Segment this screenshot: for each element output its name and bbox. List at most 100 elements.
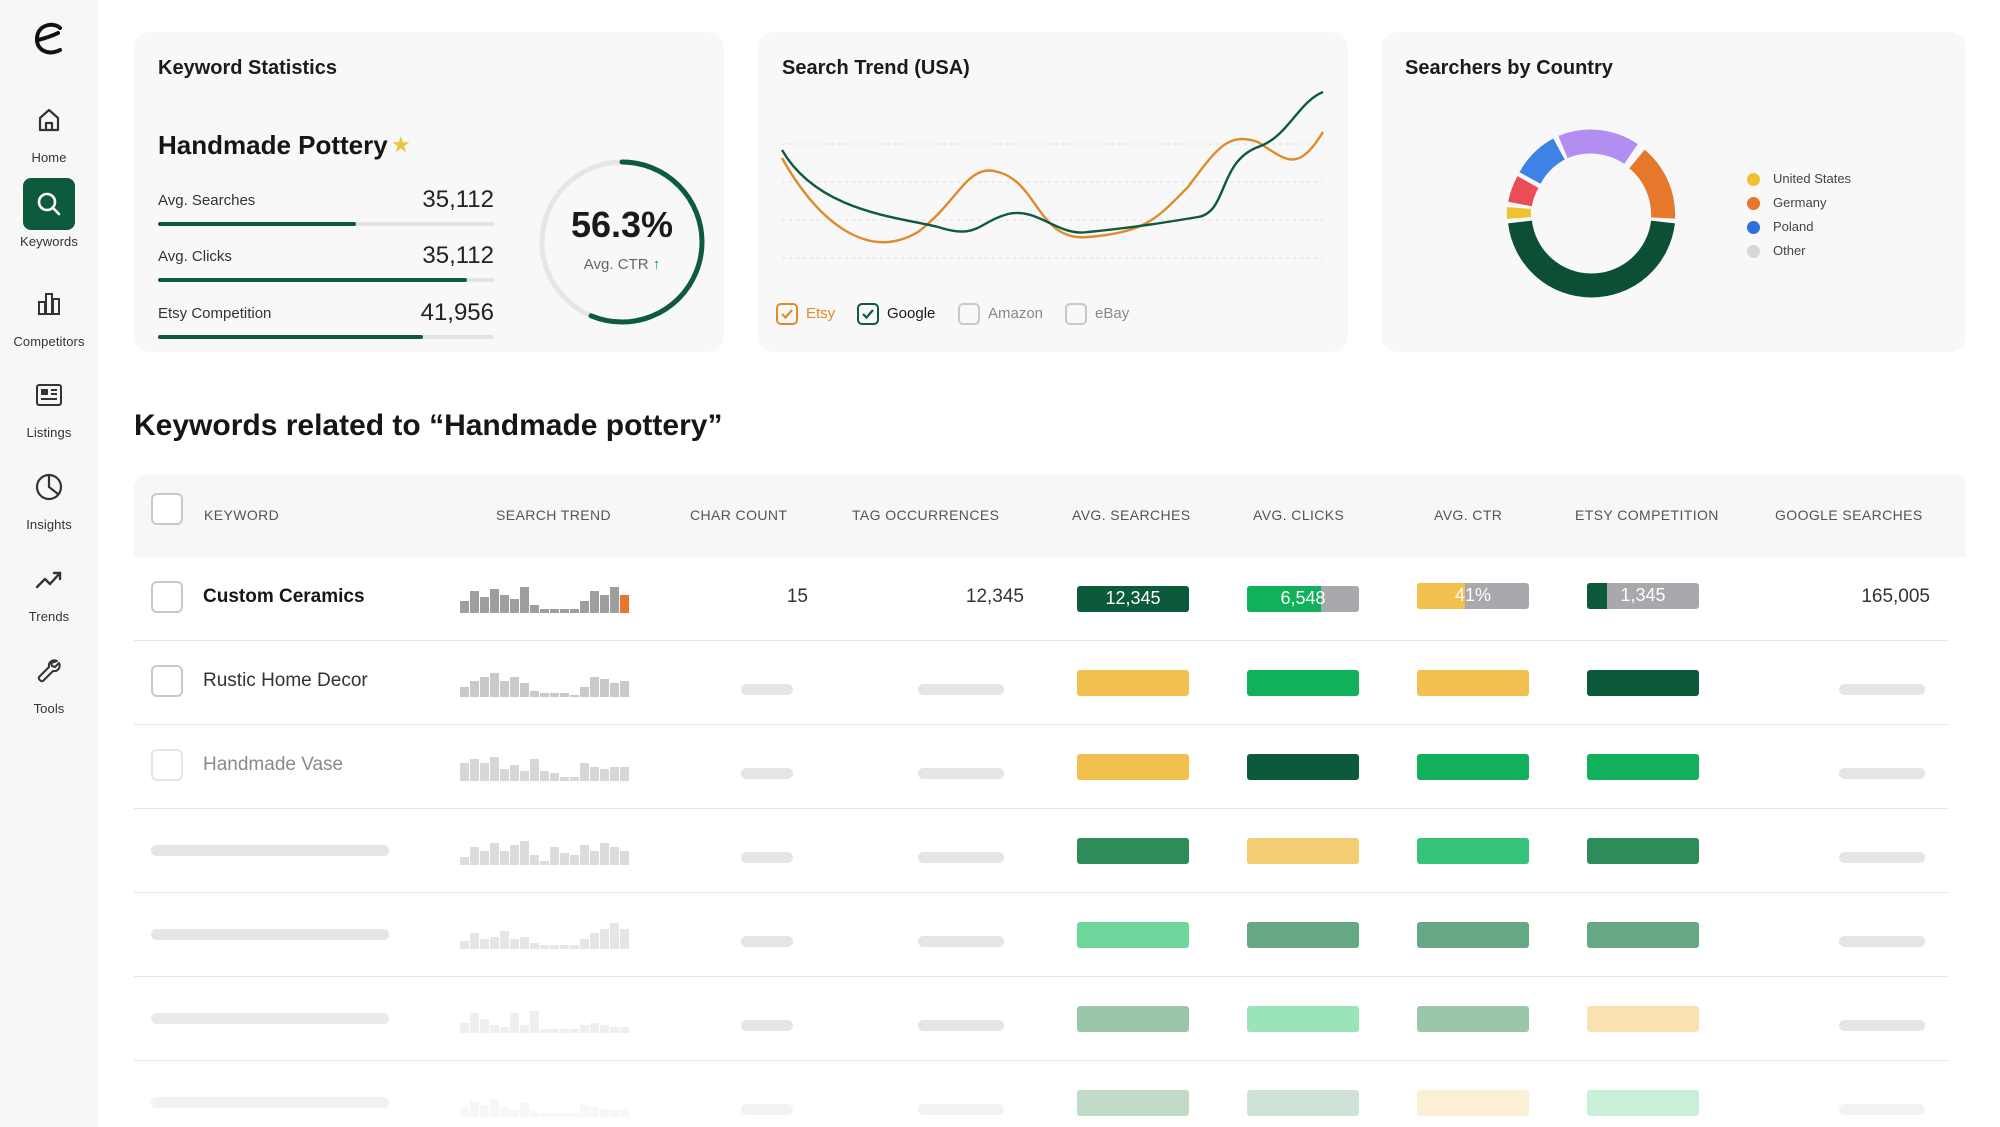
avg-clicks-bar	[1247, 1006, 1359, 1032]
skeleton-placeholder	[918, 684, 1004, 695]
column-header-char-count[interactable]: CHAR COUNT	[690, 507, 788, 523]
nav-label-listings: Listings	[26, 425, 72, 440]
skeleton-placeholder	[918, 936, 1004, 947]
select-all-checkbox[interactable]	[151, 493, 183, 525]
stat-progress-fill	[158, 222, 357, 226]
table-row-placeholder	[134, 809, 1948, 893]
country-label: Poland	[1773, 219, 1814, 234]
avg-clicks-bar	[1247, 670, 1359, 696]
avg-searches-bar	[1077, 670, 1189, 696]
checkbox-amazon[interactable]	[958, 303, 980, 325]
nav-competitors[interactable]: Competitors	[0, 278, 98, 349]
checkbox-etsy[interactable]	[776, 303, 798, 325]
ctr-gauge: 56.3% Avg. CTR ↑	[524, 144, 720, 340]
avg-clicks-bar: 6,548	[1247, 586, 1359, 612]
nav-label-insights: Insights	[26, 517, 72, 532]
table-row[interactable]: Rustic Home Decor	[134, 641, 1948, 725]
nav-home[interactable]: Home	[0, 94, 98, 165]
column-header-tag-occurrences[interactable]: TAG OCCURRENCES	[852, 507, 1000, 523]
avg-clicks-bar	[1247, 922, 1359, 948]
etsy-competition-bar	[1587, 1090, 1699, 1116]
stat-progress-fill	[158, 335, 424, 339]
table-row[interactable]: Handmade Vase	[134, 725, 1948, 809]
etsy-competition-value: 1,345	[1620, 585, 1666, 605]
column-header-keyword[interactable]: KEYWORD	[204, 507, 280, 523]
stat-progress-track	[158, 222, 494, 226]
avg-clicks-bar	[1247, 754, 1359, 780]
stat-label: Etsy Competition	[158, 305, 272, 322]
search-icon	[23, 178, 75, 230]
skeleton-placeholder	[918, 1020, 1004, 1031]
legend-dot	[1747, 197, 1760, 210]
checkbox-google[interactable]	[857, 303, 879, 325]
row-checkbox[interactable]	[151, 581, 183, 613]
keyword-cell[interactable]: Handmade Vase	[203, 754, 344, 775]
avg-ctr-value: 41%	[1454, 585, 1492, 605]
avg-searches-bar	[1077, 838, 1189, 864]
search-trend-sparkline	[460, 585, 650, 613]
stat-progress-track	[158, 335, 494, 339]
country-label: Other	[1773, 243, 1806, 258]
stat-value: 41,956	[420, 299, 494, 326]
country-donut-chart	[1506, 129, 1676, 298]
legend-label: Etsy	[806, 305, 836, 322]
keyword-cell[interactable]: Custom Ceramics	[203, 586, 365, 607]
skeleton-placeholder	[741, 1020, 793, 1031]
table-row[interactable]: Custom Ceramics 15 12,345 12,345 6,548 4…	[134, 557, 1948, 641]
keyword-statistics-card: Keyword Statistics Handmade Pottery ★ Av…	[134, 32, 724, 352]
donut-segment-red	[1508, 176, 1539, 207]
app-logo[interactable]	[24, 16, 74, 66]
column-header-avg-ctr[interactable]: AVG. CTR	[1434, 507, 1503, 523]
column-header-google-searches[interactable]: GOOGLE SEARCHES	[1775, 507, 1923, 523]
search-trend-card: Search Trend (USA) Etsy Google Amazon eB…	[758, 32, 1348, 352]
pie-icon	[23, 461, 75, 513]
nav-insights[interactable]: Insights	[0, 461, 98, 532]
card-title: Searchers by Country	[1405, 57, 1613, 79]
nav-trends[interactable]: Trends	[0, 553, 98, 624]
nav-keywords[interactable]: Keywords	[0, 178, 98, 249]
column-header-avg-searches[interactable]: AVG. SEARCHES	[1072, 507, 1191, 523]
skeleton-placeholder	[151, 1097, 389, 1108]
checkbox-ebay[interactable]	[1065, 303, 1087, 325]
google-trend-line	[780, 90, 1324, 234]
nav-listings[interactable]: Listings	[0, 369, 98, 440]
avg-searches-bar	[1077, 922, 1189, 948]
ctr-label: Avg. CTR ↑	[524, 256, 720, 273]
nav-label-home: Home	[31, 150, 67, 165]
column-header-etsy-competition[interactable]: ETSY COMPETITION	[1575, 507, 1719, 523]
etsy-competition-bar	[1587, 922, 1699, 948]
related-keywords-title: Keywords related to “Handmade pottery”	[134, 409, 723, 442]
column-header-search-trend[interactable]: SEARCH TREND	[496, 507, 612, 523]
legend-dot	[1747, 173, 1760, 186]
etsy-competition-bar	[1587, 1006, 1699, 1032]
ctr-label-text: Avg. CTR	[583, 256, 649, 273]
avg-clicks-bar	[1247, 1090, 1359, 1116]
etsy-trend-line	[780, 131, 1325, 244]
column-header-avg-clicks[interactable]: AVG. CLICKS	[1253, 507, 1345, 523]
star-icon[interactable]: ★	[391, 132, 411, 157]
table-row-placeholder	[134, 1061, 1948, 1127]
keyword-cell[interactable]: Rustic Home Decor	[203, 670, 368, 691]
nav-tools[interactable]: Tools	[0, 645, 98, 716]
skeleton-placeholder	[1839, 684, 1925, 695]
etsy-competition-bar	[1587, 838, 1699, 864]
search-trend-sparkline	[460, 921, 650, 949]
avg-ctr-bar	[1417, 754, 1529, 780]
avg-ctr-bar: 41%	[1417, 583, 1529, 609]
table-header: KEYWORD SEARCH TREND CHAR COUNT TAG OCCU…	[134, 474, 1966, 557]
etsy-competition-bar: 1,345	[1587, 583, 1699, 609]
avg-clicks-bar	[1247, 838, 1359, 864]
stat-progress-fill	[158, 278, 468, 282]
nav-label-trends: Trends	[28, 609, 70, 624]
nav-label-keywords: Keywords	[20, 234, 78, 249]
search-trend-sparkline	[460, 753, 650, 781]
row-checkbox[interactable]	[151, 665, 183, 697]
search-trend-chart	[780, 90, 1325, 259]
row-checkbox[interactable]	[151, 749, 183, 781]
skeleton-placeholder	[741, 1104, 793, 1115]
avg-searches-bar	[1077, 1090, 1189, 1116]
table-row-placeholder	[134, 893, 1948, 977]
avg-ctr-bar	[1417, 670, 1529, 696]
avg-ctr-bar	[1417, 922, 1529, 948]
legend-dot	[1747, 221, 1760, 234]
